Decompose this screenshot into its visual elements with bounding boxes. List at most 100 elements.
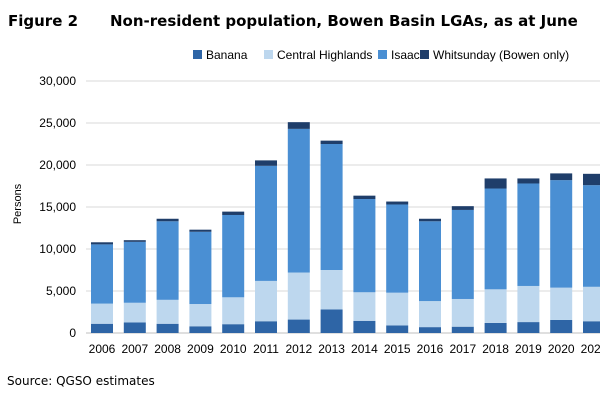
- legend-label: Whitsunday (Bowen only): [433, 48, 569, 62]
- bar-segment: [287, 319, 310, 333]
- x-tick-label: 2018: [482, 342, 509, 356]
- bar-segment: [484, 322, 507, 333]
- bar-segment: [320, 144, 343, 270]
- bar-segment: [91, 244, 113, 304]
- bar-segment: [255, 160, 277, 166]
- bar-segment: [123, 322, 146, 333]
- bar-segment: [484, 188, 507, 290]
- bar-segment: [156, 323, 179, 333]
- bar-segment: [189, 304, 212, 327]
- bar-segment: [189, 231, 212, 305]
- x-tick-label: 2015: [384, 342, 411, 356]
- y-tick-label: 0: [69, 326, 76, 340]
- bar-segment: [320, 270, 343, 310]
- y-axis-label: Persons: [12, 183, 24, 224]
- bar-segment: [156, 221, 179, 300]
- y-tick-label: 5,000: [46, 284, 76, 298]
- bar-segment: [517, 178, 540, 184]
- bar-segment: [419, 301, 441, 328]
- bar-segment: [255, 165, 277, 281]
- x-tick-label: 2017: [449, 342, 476, 356]
- bar-segment: [419, 218, 441, 222]
- bar-segment: [353, 199, 376, 293]
- bar-segment: [189, 326, 212, 333]
- bar-segment: [451, 326, 474, 333]
- bar-segment: [517, 322, 540, 333]
- y-tick-label: 20,000: [39, 158, 76, 172]
- x-tick-label: 2010: [220, 342, 247, 356]
- bar-segment: [583, 321, 600, 333]
- legend-label: Isaac: [391, 48, 420, 62]
- x-tick-label: 2006: [89, 342, 116, 356]
- bar-segment: [353, 320, 376, 333]
- legend-swatch: [420, 50, 429, 59]
- bar-segment: [91, 242, 113, 245]
- bar-segment: [517, 285, 540, 323]
- bar-segment: [189, 229, 212, 232]
- bar-segment: [484, 289, 507, 323]
- x-tick-label: 2007: [121, 342, 148, 356]
- bar-segment: [123, 240, 146, 242]
- legend-swatch: [193, 50, 202, 59]
- x-tick-label: 2009: [187, 342, 214, 356]
- x-tick-label: 2011: [253, 342, 279, 356]
- y-tick-label: 30,000: [39, 74, 76, 88]
- bar-segment: [386, 201, 409, 205]
- legend: Banana Central Highlands Isaac Whitsunday (…: [193, 48, 569, 62]
- bar-segment: [550, 180, 573, 288]
- bar-segment: [353, 292, 376, 321]
- x-axis-ticks: 2006 2007 2008 2009 2010 2011 2012 2013 2014 2015…: [89, 342, 600, 356]
- bar-segment: [123, 241, 146, 303]
- legend-label: Banana: [206, 48, 248, 62]
- legend-label: Central Highlands: [277, 48, 372, 62]
- bar-segment: [255, 321, 277, 333]
- bar-segment: [123, 302, 146, 323]
- bar-segment: [287, 128, 310, 273]
- legend-swatch: [264, 50, 273, 59]
- bar-segment: [386, 325, 409, 333]
- legend-swatch: [378, 50, 387, 59]
- bar-segment: [451, 206, 474, 210]
- bar-segment: [156, 218, 179, 222]
- bar-segment: [386, 204, 409, 293]
- bars: [91, 122, 600, 333]
- bar-segment: [255, 280, 277, 322]
- bar-segment: [583, 286, 600, 322]
- bar-segment: [91, 303, 113, 324]
- y-axis-ticks: 0 5,000 10,000 15,000 20,000 25,000 30,000: [39, 74, 76, 340]
- x-tick-label: 2021: [581, 342, 600, 356]
- bar-segment: [222, 324, 245, 333]
- chart-title: Non-resident population, Bowen Basin LGA…: [110, 12, 578, 30]
- bar-segment: [451, 209, 474, 299]
- bar-segment: [353, 195, 376, 200]
- bar-segment: [287, 122, 310, 129]
- y-tick-label: 25,000: [39, 116, 76, 130]
- bar-segment: [91, 323, 113, 333]
- bar-segment: [583, 185, 600, 287]
- x-tick-label: 2019: [515, 342, 542, 356]
- x-tick-label: 2020: [548, 342, 575, 356]
- bar-segment: [550, 319, 573, 333]
- bar-segment: [156, 299, 179, 324]
- bar-segment: [419, 221, 441, 302]
- bar-segment: [550, 287, 573, 320]
- x-tick-label: 2012: [285, 342, 312, 356]
- x-tick-label: 2013: [318, 342, 345, 356]
- x-tick-label: 2014: [351, 342, 378, 356]
- bar-segment: [287, 272, 310, 320]
- bar-segment: [419, 327, 441, 333]
- bar-segment: [320, 309, 343, 333]
- source-note: Source: QGSO estimates: [7, 374, 155, 388]
- figure-label: Figure 2: [8, 12, 79, 30]
- bar-segment: [222, 211, 245, 215]
- bar-segment: [550, 173, 573, 181]
- bar-segment: [484, 178, 507, 189]
- bar-segment: [583, 173, 600, 186]
- x-tick-label: 2016: [417, 342, 444, 356]
- bar-segment: [517, 183, 540, 286]
- bar-segment: [222, 214, 245, 298]
- x-tick-label: 2008: [154, 342, 181, 356]
- bar-segment: [222, 297, 245, 325]
- y-tick-label: 10,000: [39, 242, 76, 256]
